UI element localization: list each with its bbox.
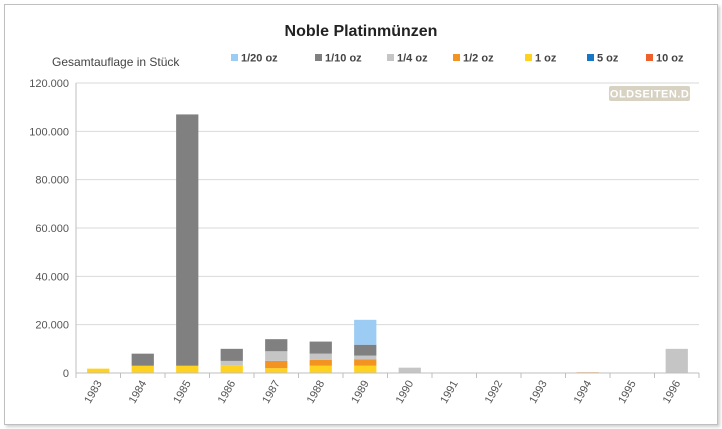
bar-segment bbox=[220, 360, 243, 366]
bar-segment bbox=[354, 344, 377, 356]
y-tick-label: 100.000 bbox=[29, 126, 69, 138]
gridlines bbox=[76, 82, 699, 374]
x-tick-label: 1993 bbox=[527, 379, 550, 406]
bar-segment bbox=[265, 339, 288, 352]
bar-segment bbox=[665, 348, 688, 373]
x-tick-label: 1987 bbox=[260, 379, 283, 406]
chart-frame: Noble Platinmünzen Gesamtauflage in Stüc… bbox=[4, 4, 718, 425]
legend-label: 1/2 oz bbox=[463, 53, 494, 65]
x-tick-label: 1985 bbox=[171, 379, 194, 406]
bar-segment bbox=[87, 368, 110, 373]
legend-swatch bbox=[387, 54, 394, 61]
x-tick-label: 1992 bbox=[483, 379, 506, 406]
bar-segment bbox=[398, 367, 421, 373]
svg-text:GOLDSEITEN.DE: GOLDSEITEN.DE bbox=[601, 89, 697, 101]
bar-segment bbox=[309, 341, 332, 354]
x-tick-label: 1989 bbox=[349, 379, 372, 406]
legend-label: 1/20 oz bbox=[241, 53, 278, 65]
legend: 1/20 oz 1/10 oz 1/4 oz 1/2 oz 1 oz 5 oz 10 oz bbox=[231, 53, 684, 65]
bar-segment bbox=[220, 365, 243, 373]
x-tick-label: 1986 bbox=[216, 379, 239, 406]
legend-item: 5 oz bbox=[587, 53, 619, 65]
legend-item: 10 oz bbox=[646, 53, 684, 65]
legend-item: 1/20 oz bbox=[231, 53, 278, 65]
bar-segment bbox=[131, 353, 154, 366]
legend-swatch bbox=[315, 54, 322, 61]
y-tick-label: 20.000 bbox=[35, 320, 69, 332]
chart-title: Noble Platinmünzen bbox=[285, 23, 438, 40]
legend-swatch bbox=[525, 54, 532, 61]
x-tick-label: 1991 bbox=[438, 379, 461, 406]
bar-segment bbox=[131, 365, 154, 373]
bar-segment bbox=[354, 319, 377, 345]
bar-segment bbox=[265, 351, 288, 361]
x-tick-label: 1988 bbox=[305, 379, 328, 406]
legend-item: 1/2 oz bbox=[453, 53, 494, 65]
legend-swatch bbox=[646, 54, 653, 61]
bar-segment bbox=[265, 368, 288, 373]
bar-segment bbox=[354, 365, 377, 373]
legend-item: 1 oz bbox=[525, 53, 557, 65]
bar-segment bbox=[354, 359, 377, 366]
legend-label: 1/10 oz bbox=[325, 53, 362, 65]
bar-segment bbox=[265, 360, 288, 369]
watermark-logo: GOLDSEITEN.DE bbox=[601, 86, 697, 101]
bar-segment bbox=[309, 359, 332, 366]
legend-label: 10 oz bbox=[656, 53, 684, 65]
legend-swatch bbox=[453, 54, 460, 61]
x-tick-labels: 1983 1984 1985 1986 1987 1988 1989 1990 1991 1992… bbox=[82, 379, 683, 406]
bars bbox=[87, 114, 688, 374]
x-tick-label: 1984 bbox=[127, 379, 150, 406]
axes bbox=[75, 83, 700, 378]
y-tick-label: 80.000 bbox=[35, 175, 69, 187]
legend-label: 1 oz bbox=[535, 53, 557, 65]
legend-label: 5 oz bbox=[597, 53, 619, 65]
x-tick-label: 1990 bbox=[394, 379, 417, 406]
y-tick-label: 60.000 bbox=[35, 223, 69, 235]
chart: Noble Platinmünzen Gesamtauflage in Stüc… bbox=[29, 23, 700, 406]
legend-label: 1/4 oz bbox=[397, 53, 428, 65]
legend-item: 1/4 oz bbox=[387, 53, 428, 65]
x-tick-label: 1996 bbox=[661, 379, 684, 406]
y-tick-labels: 0 20.000 40.000 60.000 80.000 100.000 120.000 bbox=[29, 78, 69, 380]
y-tick-label: 40.000 bbox=[35, 271, 69, 283]
legend-swatch bbox=[231, 54, 238, 61]
bar-segment bbox=[176, 114, 199, 366]
y-axis-label: Gesamtauflage in Stück bbox=[52, 55, 180, 69]
y-tick-label: 0 bbox=[63, 368, 69, 380]
bar-segment bbox=[176, 365, 199, 373]
x-tick-label: 1994 bbox=[572, 379, 595, 406]
bar-segment bbox=[309, 365, 332, 373]
legend-item: 1/10 oz bbox=[315, 53, 362, 65]
legend-swatch bbox=[587, 54, 594, 61]
bar-segment bbox=[309, 353, 332, 360]
x-tick-label: 1995 bbox=[616, 379, 639, 406]
x-tick-label: 1983 bbox=[82, 379, 105, 406]
y-tick-label: 120.000 bbox=[29, 78, 69, 90]
bar-segment bbox=[220, 348, 243, 361]
bar-segment bbox=[354, 355, 377, 360]
